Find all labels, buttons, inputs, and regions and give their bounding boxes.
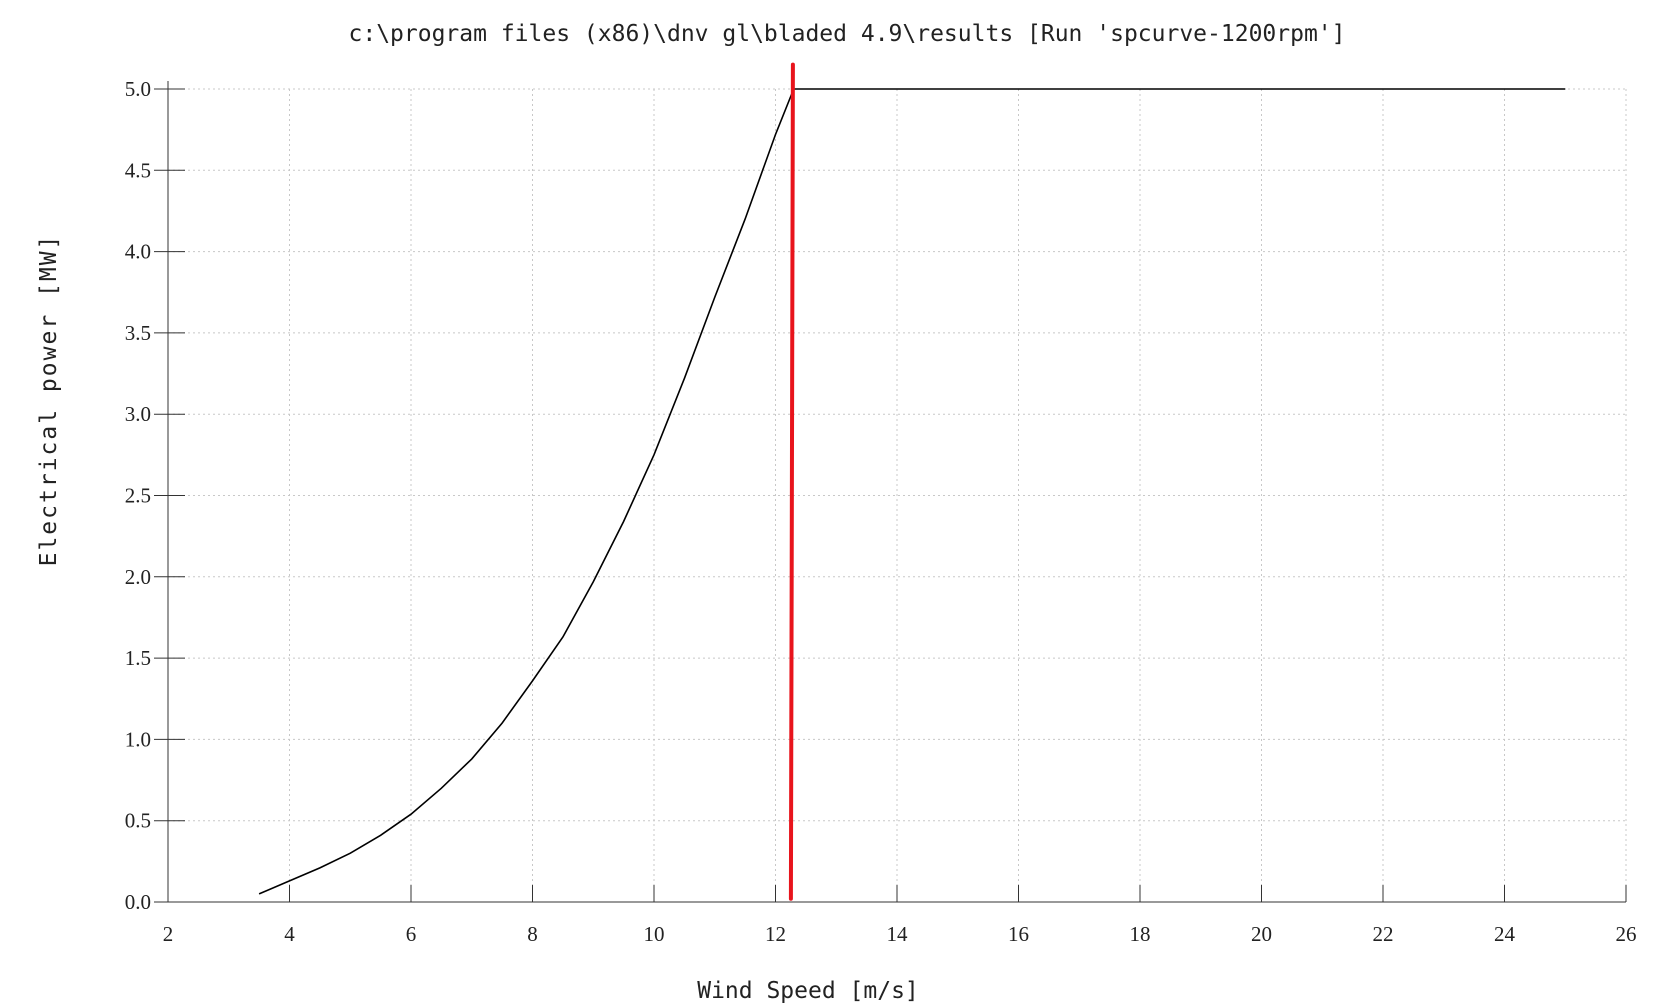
grid [168,88,1627,902]
x-tick-label: 18 [1130,922,1151,946]
series [258,88,1566,895]
rated-wind-speed-marker [788,62,795,901]
x-tick-label: 4 [284,922,295,946]
x-tick-label: 26 [1616,922,1637,946]
x-tick-label: 16 [1008,922,1029,946]
x-tick-label: 24 [1494,922,1516,946]
y-tick-label: 1.0 [125,727,151,751]
y-axis-label: Electrical power [MW] [36,234,62,567]
y-tick-label: 0.5 [125,809,151,833]
x-axis-label: Wind Speed [m/s] [697,978,919,1004]
x-tick-label: 14 [887,922,909,946]
annotations [788,62,795,901]
power-curve-line [258,88,1566,895]
x-tick-label: 12 [765,922,786,946]
x-tick-label: 2 [163,922,174,946]
x-ticks: 2 4 6 8 10 12 14 16 18 20 22 24 26 [163,885,1637,946]
y-tick-label: 4.0 [125,240,151,264]
y-tick-label: 1.5 [125,646,151,670]
x-tick-label: 6 [406,922,417,946]
y-tick-label: 3.5 [125,321,151,345]
x-tick-label: 10 [644,922,665,946]
x-tick-label: 22 [1373,922,1394,946]
y-tick-label: 0.0 [125,890,151,914]
x-tick-label: 20 [1251,922,1272,946]
y-tick-label: 5.0 [125,77,151,101]
y-ticks: 0.0 0.5 1.0 1.5 2.0 2.5 3.0 3.5 4.0 4.5 5.0 [125,77,185,914]
y-tick-label: 4.5 [125,158,151,182]
y-tick-label: 2.0 [125,565,151,589]
chart-title: c:\program files (x86)\dnv gl\bladed 4.9… [349,21,1346,47]
y-tick-label: 2.5 [125,484,151,508]
x-tick-label: 8 [527,922,538,946]
y-tick-label: 3.0 [125,402,151,426]
